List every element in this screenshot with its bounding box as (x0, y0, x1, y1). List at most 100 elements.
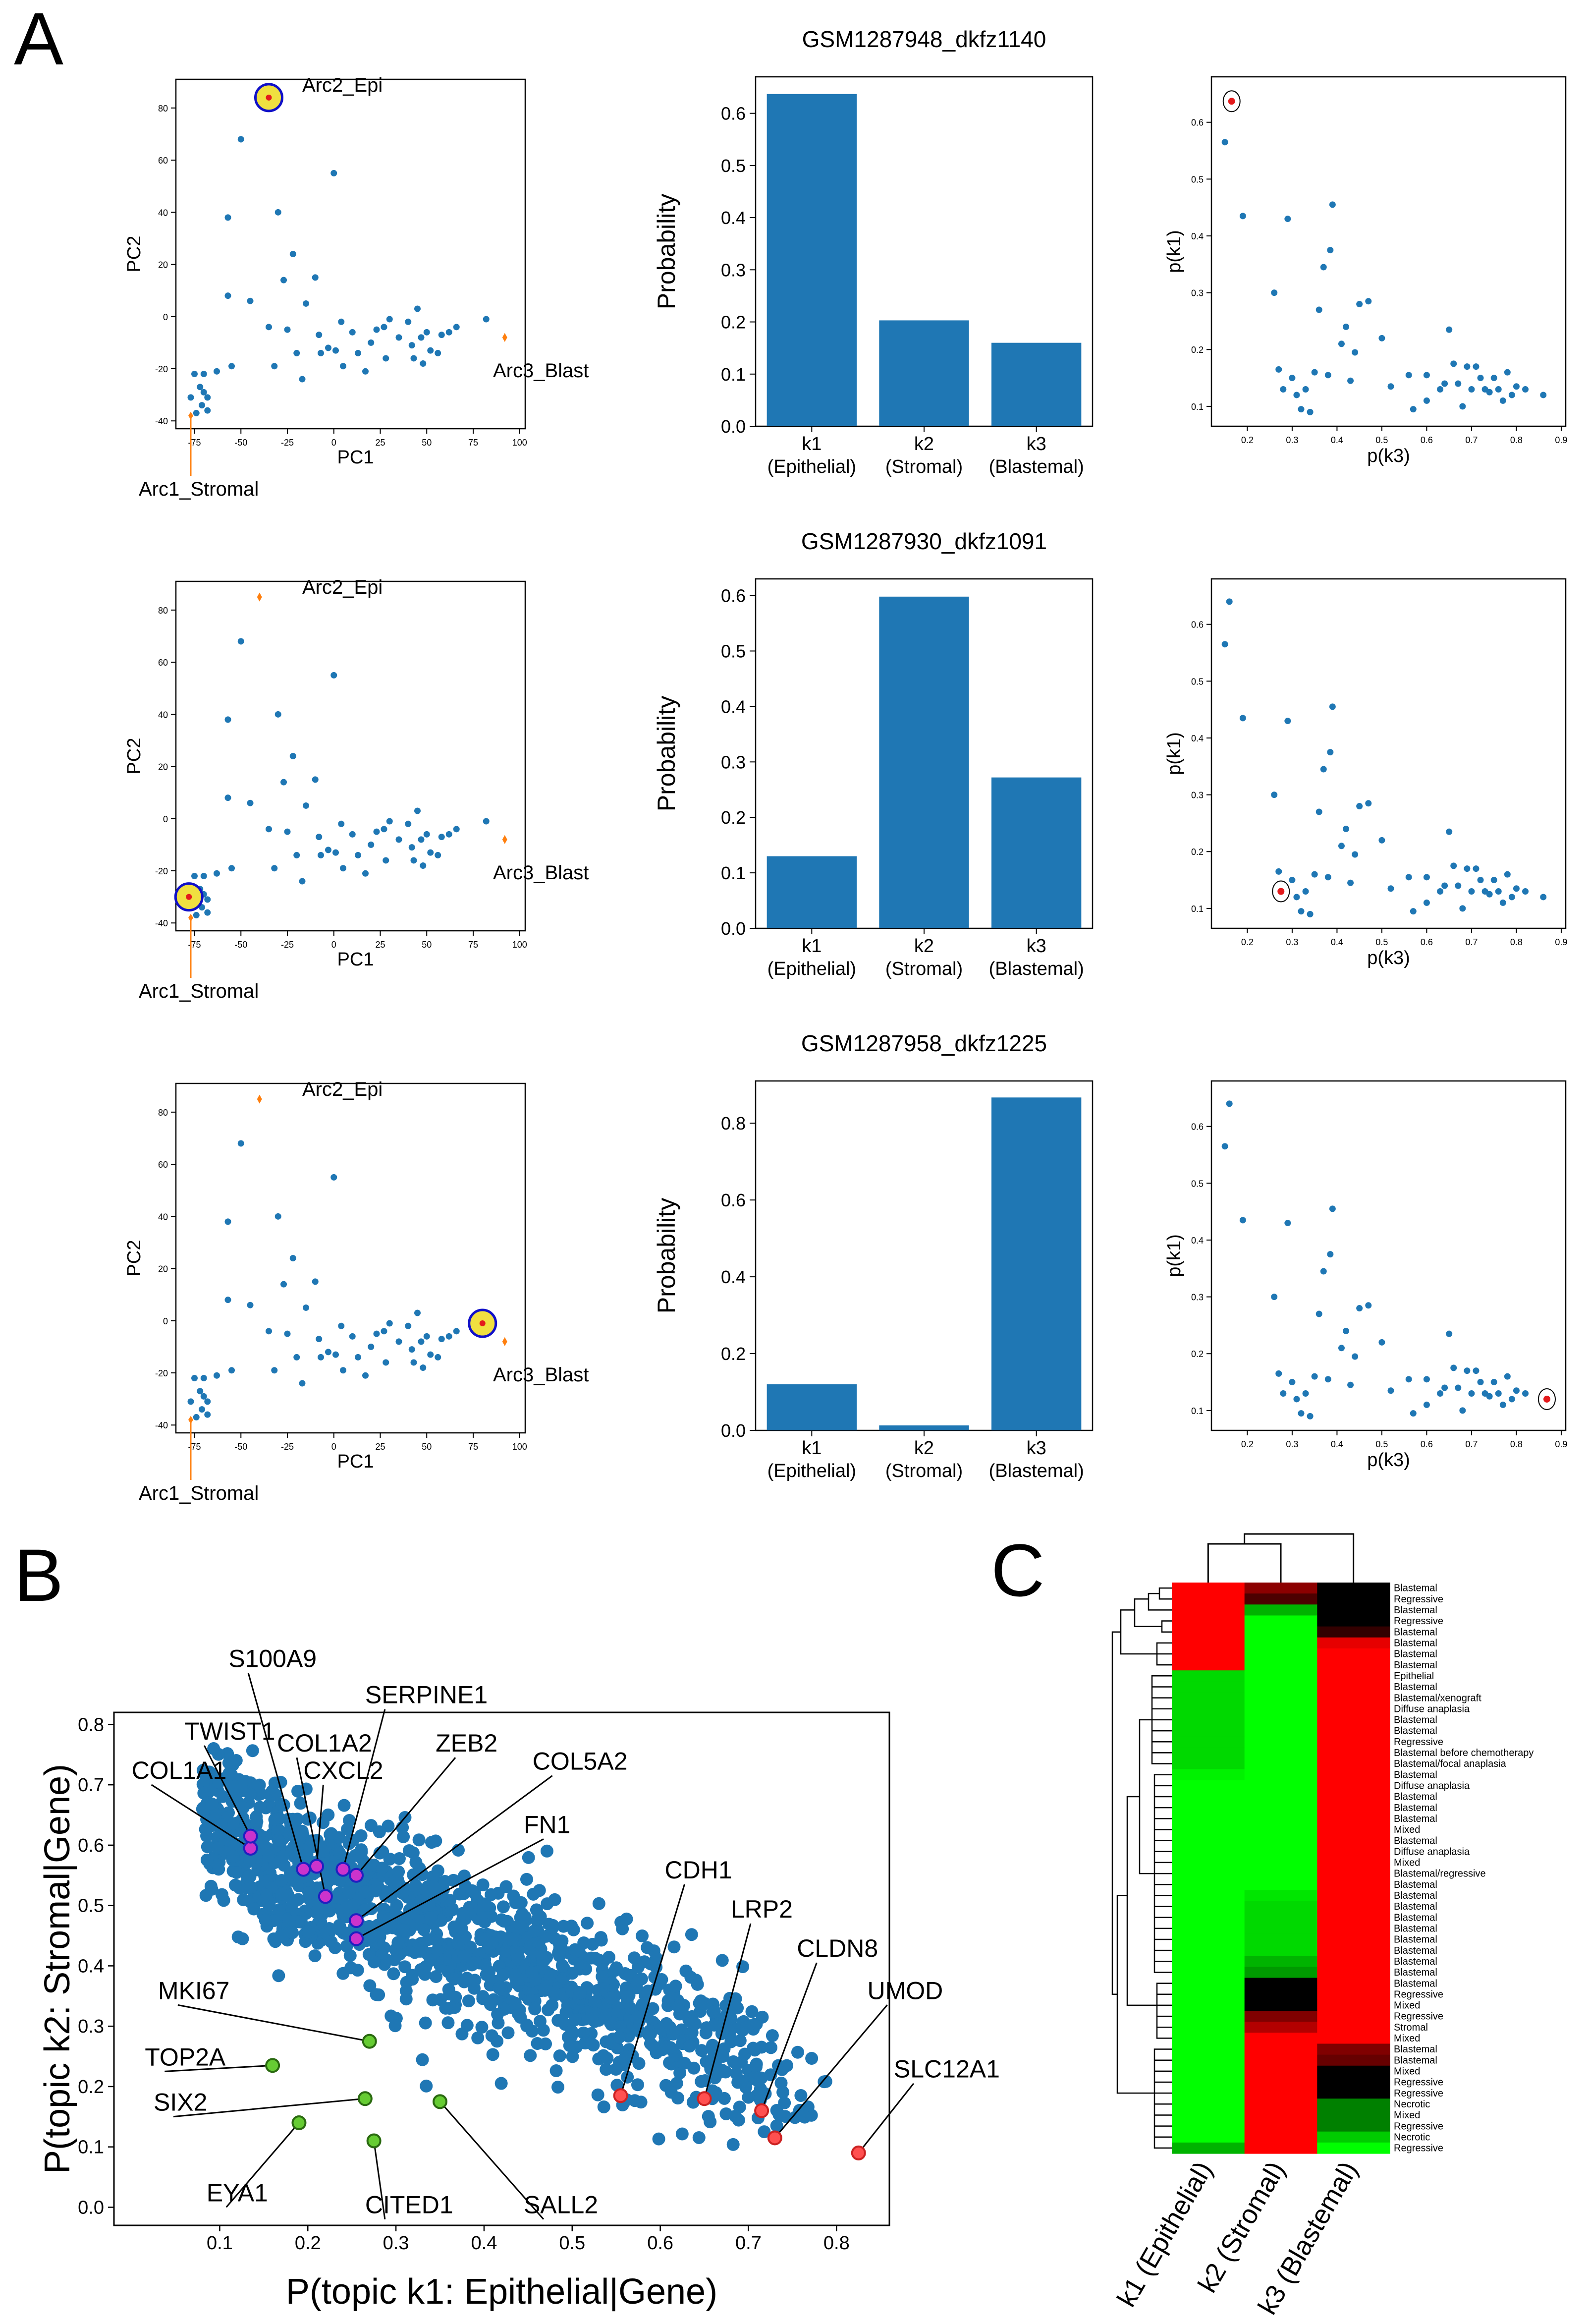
tscatter-x-tick-label: 0.9 (1555, 1439, 1567, 1449)
tscatter-y-tick-label: 0.6 (1191, 1122, 1204, 1132)
pca-point (381, 826, 387, 833)
gene-point (764, 2041, 777, 2054)
gene-point (250, 1815, 264, 1828)
tscatter-point (1298, 1410, 1305, 1417)
pca-x-tick-label: -50 (234, 438, 247, 448)
heatmap-cell (1317, 1670, 1390, 1682)
tscatter-point (1464, 363, 1471, 370)
tscatter-y-axis-label: p(k1) (1164, 732, 1185, 775)
heatmap-cell (1172, 2088, 1245, 2099)
heatmap-cell (1172, 1824, 1245, 1836)
heatmap-row-label: Regressive (1394, 1989, 1443, 2000)
pca-point (303, 802, 309, 809)
gene-y-tick-label: 0.6 (78, 1835, 104, 1856)
gene-point (523, 1942, 536, 1956)
heatmap-cell (1317, 1879, 1390, 1890)
arc1-marker (188, 913, 193, 922)
pca-point (284, 828, 291, 835)
heatmap-cell (1317, 1933, 1390, 1945)
heatmap-cell (1172, 1703, 1245, 1715)
heatmap-cell (1244, 1967, 1317, 1979)
heatmap-row-label: Blastemal (1394, 1726, 1437, 1737)
heatmap-row-label: Blastemal (1394, 1923, 1437, 1934)
gene-point (485, 2029, 498, 2042)
heatmap-cell (1244, 1988, 1317, 2000)
gene-point (441, 2016, 455, 2030)
tscatter-point (1378, 837, 1385, 844)
pca-point (381, 1328, 387, 1335)
gene-point (664, 2041, 677, 2054)
pca-x-tick-label: 25 (375, 438, 385, 448)
pca-point (214, 368, 220, 375)
gene-point (236, 1932, 249, 1945)
pca-y-tick-label: 20 (158, 260, 168, 270)
tscatter-x-tick-label: 0.3 (1286, 1439, 1298, 1449)
heatmap-cell (1317, 1758, 1390, 1770)
tscatter-point (1405, 874, 1412, 881)
gene-leader-line (704, 1923, 752, 2099)
gene-point (420, 2079, 433, 2093)
gene-point (495, 1913, 508, 1927)
gene-point (620, 1912, 633, 1926)
pca-point (204, 909, 211, 916)
tscatter-point (1307, 408, 1314, 415)
pca-point (274, 1213, 281, 1220)
tscatter-point (1405, 372, 1412, 379)
bar-y-tick-label: 0.4 (721, 208, 746, 228)
gene-point (741, 2020, 754, 2034)
pca-axes-frame (175, 78, 526, 430)
tscatter-point (1365, 298, 1372, 305)
heatmap-cell (1244, 1725, 1317, 1737)
tscatter-point (1352, 1353, 1359, 1360)
bar-category-label: k1 (802, 936, 822, 957)
pca-y-tick-label: -40 (155, 1420, 168, 1430)
heatmap-cell (1172, 1813, 1245, 1824)
bar-y-tick-label: 0.5 (721, 156, 746, 176)
gene-point (499, 1944, 513, 1958)
bar-category-sublabel: (Epithelial) (767, 959, 857, 979)
pca-point (237, 638, 244, 645)
heatmap-cell (1317, 1780, 1390, 1792)
gene-point (591, 2088, 604, 2101)
gene-label-s100a9: S100A9 (228, 1645, 317, 1673)
pca-point (284, 1330, 291, 1337)
pca-x-tick-label: -75 (188, 1442, 201, 1452)
gene-leader-line (203, 1745, 251, 1837)
gene-point (418, 1968, 432, 1981)
gene-point (593, 1953, 606, 1967)
tscatter-point (1378, 335, 1385, 341)
pca-point (299, 1380, 306, 1387)
pca-point (427, 347, 434, 354)
pca-y-tick-label: 0 (163, 814, 168, 824)
tscatter-point (1504, 369, 1511, 376)
tscatter-x-tick-label: 0.8 (1510, 1439, 1523, 1449)
heatmap-cell (1172, 1835, 1245, 1847)
heatmap-cell (1244, 1692, 1317, 1704)
heatmap-cell (1172, 2120, 1245, 2132)
tscatter-y-tick-label: 0.6 (1191, 620, 1204, 630)
panel-label-b: B (14, 1533, 63, 1617)
gene-point (717, 2092, 731, 2105)
pca-x-tick-label: 0 (331, 438, 336, 448)
gene-label-col1a2: COL1A2 (277, 1729, 372, 1757)
gene-point (276, 1929, 289, 1943)
gene-point (548, 1893, 561, 1906)
bar-k2 (879, 320, 969, 426)
heatmap-cell (1317, 1648, 1390, 1660)
heatmap-cell (1172, 1659, 1245, 1671)
tscatter-point (1499, 899, 1506, 906)
arc2-label: Arc2_Epi (302, 576, 383, 598)
gene-point (333, 1846, 346, 1860)
tscatter-point (1490, 1379, 1497, 1386)
gene-leader-line (316, 1784, 324, 1867)
bar-category-label: k2 (914, 434, 934, 454)
gene-point (286, 1926, 299, 1939)
gene-point (431, 1864, 444, 1877)
pca-y-axis-label: PC2 (124, 236, 145, 273)
gene-point (758, 2125, 771, 2139)
heatmap-row-label: Blastemal (1394, 2055, 1437, 2066)
tscatter-point (1490, 375, 1497, 382)
heatmap-row-label: Necrotic (1394, 2132, 1430, 2143)
heatmap-row-label: Blastemal (1394, 2044, 1437, 2055)
gene-point (388, 2019, 402, 2033)
